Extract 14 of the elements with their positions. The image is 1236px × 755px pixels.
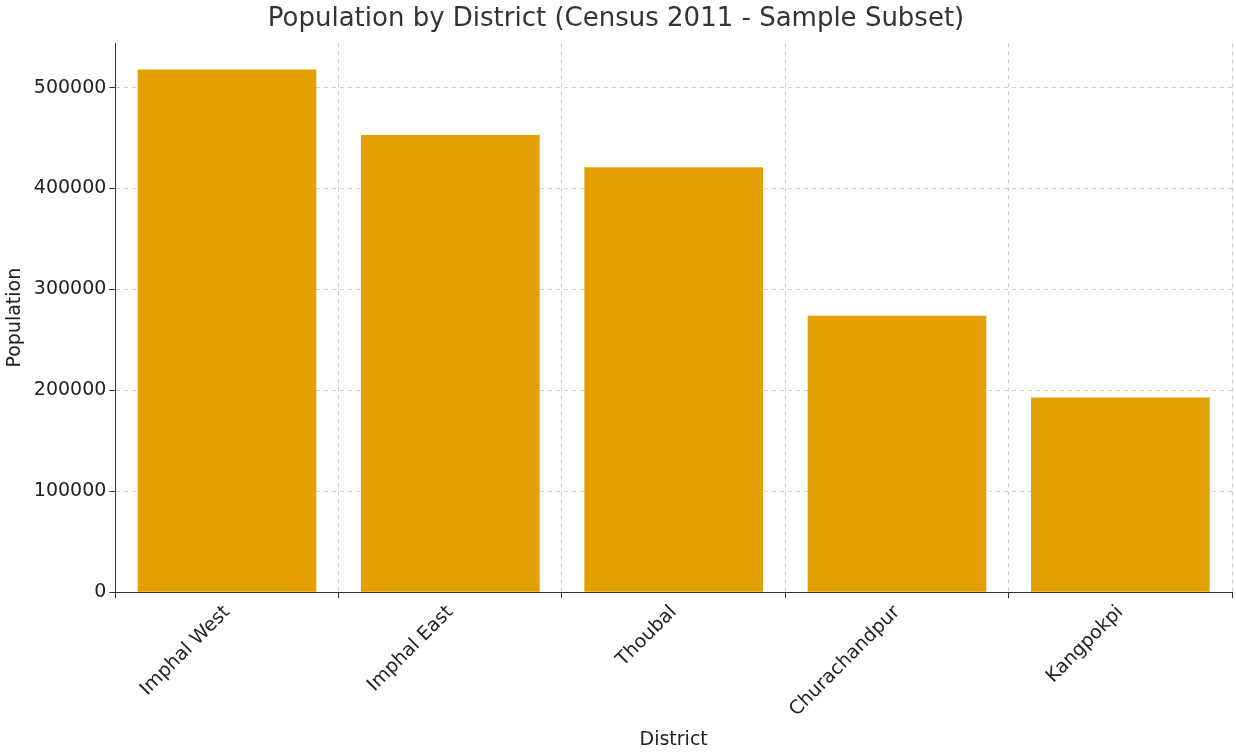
y-tick-label: 500000 — [33, 74, 107, 97]
y-tick-label: 100000 — [33, 478, 107, 501]
y-tick-label: 400000 — [33, 175, 107, 198]
bar — [584, 167, 763, 592]
bar — [137, 69, 317, 592]
chart-title: Population by District (Census 2011 - Sample Subset) — [267, 2, 965, 33]
bar — [361, 135, 540, 592]
y-axis-title: Population — [2, 267, 25, 368]
x-axis-title: District — [639, 726, 708, 749]
y-tick-label: 0 — [94, 579, 107, 602]
bar — [807, 315, 987, 592]
bar — [1031, 397, 1210, 592]
y-tick-label: 200000 — [33, 377, 107, 400]
y-tick-label: 300000 — [33, 276, 107, 299]
